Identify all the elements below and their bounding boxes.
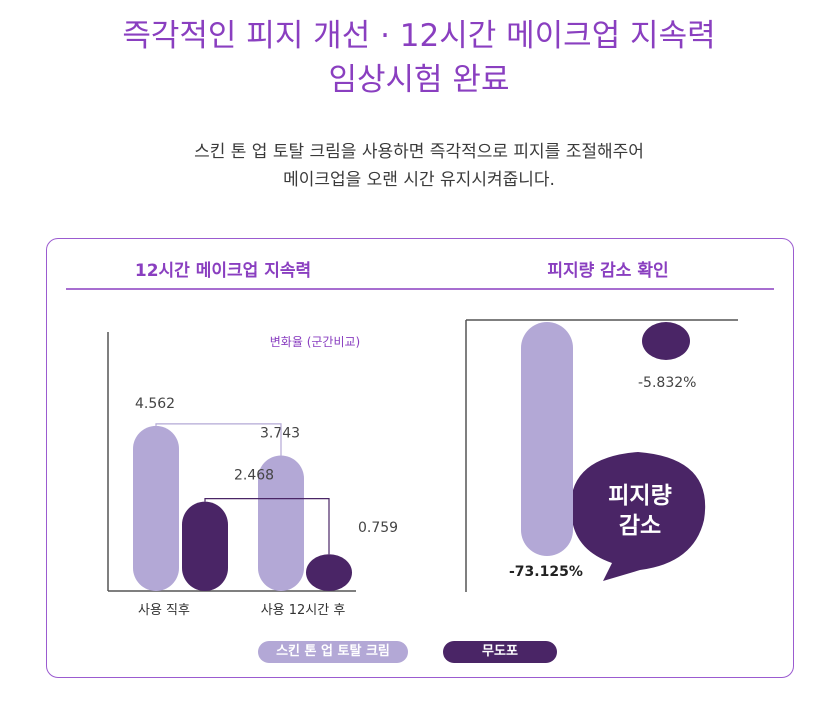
title-line-2: 임상시험 완료 bbox=[328, 62, 510, 98]
makeup-bar-untreated-2 bbox=[306, 554, 352, 591]
makeup-value-label-cream-2: 3.743 bbox=[260, 426, 300, 442]
legend-label-untreated: 무도포 bbox=[482, 644, 518, 659]
makeup-bar-untreated-1 bbox=[182, 501, 228, 591]
makeup-x-tick-1: 사용 직후 bbox=[138, 603, 190, 618]
makeup-chart-note: 변화율 (군간비교) bbox=[270, 335, 360, 349]
makeup-value-label-untreated-1: 2.468 bbox=[234, 468, 274, 484]
callout-line-1: 피지량 bbox=[608, 483, 671, 509]
makeup-value-label-untreated-2: 0.759 bbox=[358, 520, 398, 536]
makeup-bar-cream-2 bbox=[258, 455, 304, 591]
page-description: 스킨 톤 업 토탈 크림을 사용하면 즉각적으로 피지를 조절해주어 메이크업을… bbox=[0, 138, 838, 194]
page-title: 즉각적인 피지 개선 · 12시간 메이크업 지속력 임상시험 완료 bbox=[0, 14, 838, 102]
sebum-chart-title: 피지량 감소 확인 bbox=[547, 261, 668, 281]
sebum-bar-cream bbox=[521, 322, 573, 556]
makeup-value-label-cream-1: 4.562 bbox=[135, 396, 175, 412]
callout-line-2: 감소 bbox=[619, 513, 661, 539]
sebum-value-label-cream: -73.125% bbox=[509, 564, 583, 580]
title-line-1: 즉각적인 피지 개선 · 12시간 메이크업 지속력 bbox=[122, 18, 716, 54]
makeup-chart-title: 12시간 메이크업 지속력 bbox=[135, 261, 311, 281]
speech-bubble-callout bbox=[570, 452, 706, 581]
description-line-2: 메이크업을 오랜 시간 유지시켜줍니다. bbox=[283, 170, 555, 190]
description-line-1: 스킨 톤 업 토탈 크림을 사용하면 즉각적으로 피지를 조절해주어 bbox=[194, 142, 644, 162]
legend-item-toneup-cream: 스킨 톤 업 토탈 크림 bbox=[258, 641, 408, 663]
charts-panel bbox=[46, 238, 794, 678]
makeup-connector-untreated bbox=[204, 498, 330, 555]
legend-item-untreated: 무도포 bbox=[443, 641, 557, 663]
makeup-x-tick-2: 사용 12시간 후 bbox=[261, 603, 346, 618]
sebum-chart: 피지량 감소 -73.125% -5.832% bbox=[465, 319, 738, 592]
makeup-chart: 변화율 (군간비교) 사용 직후 사용 12시간 후 4.562 3.743 2.4… bbox=[107, 332, 398, 618]
makeup-bar-cream-1 bbox=[133, 425, 179, 591]
sebum-bar-untreated bbox=[642, 322, 690, 360]
makeup-connector-cream bbox=[155, 423, 282, 456]
sebum-value-label-untreated: -5.832% bbox=[638, 375, 696, 391]
legend-label-toneup-cream: 스킨 톤 업 토탈 크림 bbox=[276, 644, 390, 659]
